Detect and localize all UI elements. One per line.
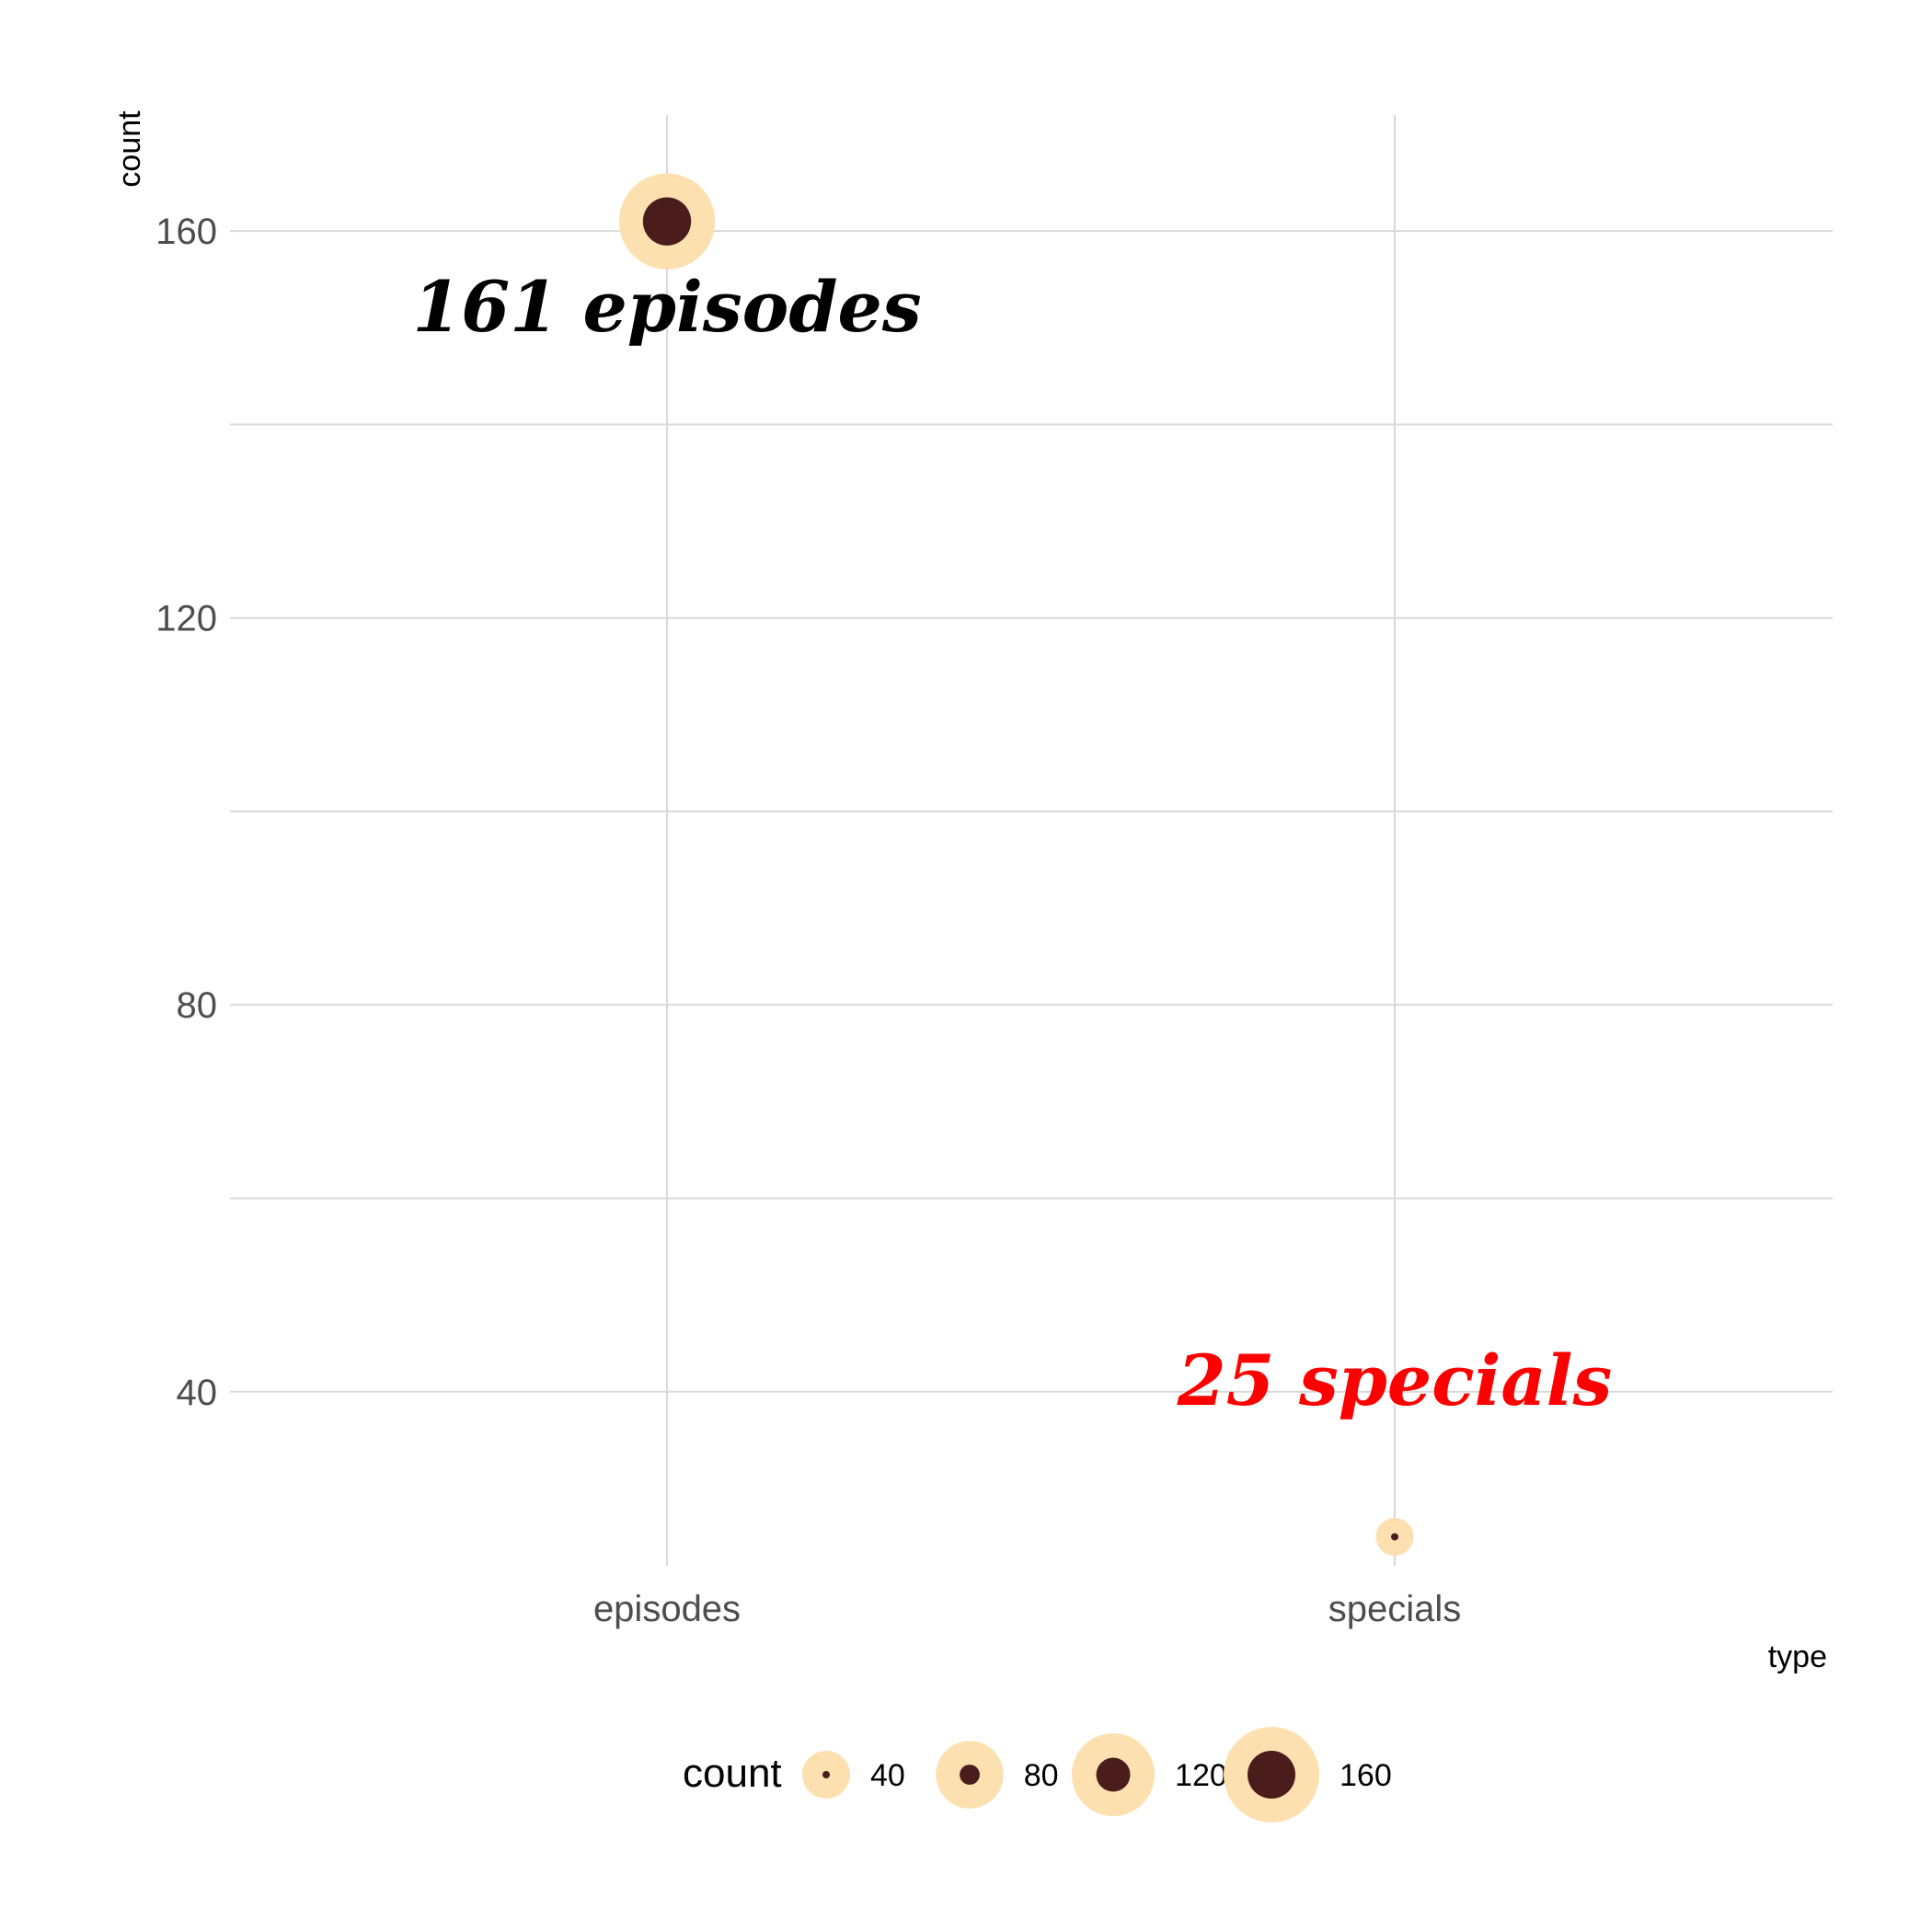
y-tick-label: 120 — [155, 599, 217, 639]
x-tick-labels: episodes specials — [593, 1589, 1461, 1629]
point-inner — [642, 197, 692, 246]
y-tick-label: 160 — [155, 212, 217, 252]
y-axis-title: count — [112, 110, 147, 188]
legend-label: 160 — [1340, 1758, 1392, 1793]
data-points — [618, 173, 1414, 1557]
x-axis-title: type — [1768, 1639, 1827, 1674]
x-tick-label: specials — [1328, 1589, 1462, 1629]
legend-label: 80 — [1024, 1758, 1059, 1793]
legend: count 40 80 120 160 — [683, 1727, 1392, 1823]
legend-key-inner — [822, 1771, 830, 1778]
legend-title: count — [683, 1751, 782, 1796]
annotations: 161 episodes 25 specials — [412, 266, 1612, 1421]
annotation-label: 161 episodes — [412, 266, 921, 348]
point-inner — [1391, 1533, 1398, 1541]
y-tick-label: 40 — [177, 1373, 218, 1413]
grid — [230, 115, 1833, 1566]
y-tick-labels: 40 80 120 160 — [155, 212, 217, 1413]
legend-key-inner — [1096, 1757, 1131, 1792]
legend-label: 120 — [1175, 1758, 1227, 1793]
annotation-label: 25 specials — [1177, 1340, 1613, 1421]
y-tick-label: 80 — [177, 985, 218, 1026]
legend-key-inner — [960, 1765, 980, 1785]
legend-key-inner — [1248, 1751, 1295, 1799]
x-tick-label: episodes — [593, 1589, 741, 1629]
legend-label: 40 — [870, 1758, 905, 1793]
